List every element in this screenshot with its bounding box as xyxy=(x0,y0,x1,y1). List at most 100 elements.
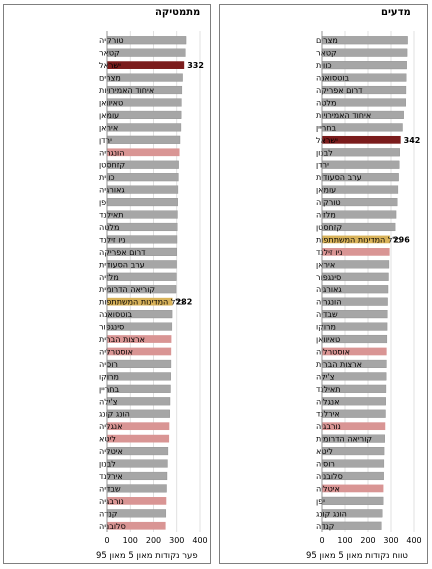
science-category-label: ערב הסעודית xyxy=(316,173,362,182)
science-category-label: ארצות הברית xyxy=(316,360,362,369)
math-x-tick-label: 0 xyxy=(104,536,109,545)
math-category-label: ליטא xyxy=(99,435,116,444)
math-category-label: איחוד האמירויות xyxy=(99,86,154,95)
science-panel-frame xyxy=(219,4,428,564)
science-category-label: בוטסואנה xyxy=(316,74,350,83)
math-category-label: קנדה xyxy=(99,509,118,518)
math-x-axis-label: פער נקודות מאון 5 מאון 95 xyxy=(96,551,198,561)
math-category-label: ערב הסעודית xyxy=(99,260,145,269)
math-bar xyxy=(107,297,173,306)
science-category-label: דרום אפריקה xyxy=(316,86,363,95)
science-category-label: מלטה xyxy=(316,98,336,107)
science-category-label: אוסטרליה xyxy=(316,347,350,356)
math-bar xyxy=(107,422,170,431)
science-category-label: מלזיה xyxy=(316,211,336,220)
math-panel-title: מתמטיקה xyxy=(155,7,201,18)
science-bar xyxy=(322,484,384,493)
math-category-label: מלטה xyxy=(99,223,119,232)
science-category-label: תאילנד xyxy=(316,385,341,394)
math-bar xyxy=(107,148,180,157)
math-x-tick-label: 200 xyxy=(146,536,161,545)
math-category-label: מרוקו xyxy=(99,372,119,381)
math-category-label: צ'ילה xyxy=(99,397,118,406)
science-category-label: יפן xyxy=(316,497,325,506)
science-category-label: בחריין xyxy=(316,123,337,132)
math-category-label: ניו זילנד xyxy=(99,235,125,244)
math-category-label: כלל המדינות המשתתפות xyxy=(99,298,184,307)
science-bar xyxy=(322,347,387,356)
math-x-tick-label: 100 xyxy=(123,536,138,545)
math-bar xyxy=(107,497,167,505)
math-data-label: 282 xyxy=(176,298,193,307)
science-category-label: קוריאה הדרומית xyxy=(316,435,372,444)
math-category-label: טאיוואן xyxy=(99,98,123,107)
math-bar xyxy=(106,459,168,468)
science-category-label: צ'ילה xyxy=(316,372,335,381)
science-category-label: טורקיה xyxy=(316,198,341,207)
science-bar xyxy=(321,160,400,169)
science-category-label: ניו זילנד xyxy=(316,248,342,257)
science-bar xyxy=(322,235,391,244)
science-bar xyxy=(322,422,386,431)
science-category-label: איטליה xyxy=(316,484,340,493)
science-category-label: קטאר xyxy=(316,49,337,58)
science-x-tick-label: 100 xyxy=(337,536,352,545)
math-bar xyxy=(106,173,179,182)
math-category-label: אוסטרליה xyxy=(99,347,133,356)
science-x-tick-label: 400 xyxy=(406,536,421,545)
math-bar xyxy=(106,198,178,207)
math-bar xyxy=(107,335,172,343)
math-category-label: מלזיה xyxy=(99,273,119,282)
math-bar xyxy=(107,434,170,443)
science-category-label: סלובניה xyxy=(316,472,343,481)
math-category-label: איטליה xyxy=(99,447,123,456)
math-category-label: ישראל xyxy=(99,61,121,70)
math-category-label: ירדן xyxy=(99,136,112,145)
science-category-label: איחוד האמירויות xyxy=(316,111,371,120)
science-category-label: אנגליה xyxy=(316,397,339,406)
science-category-label: כווית xyxy=(316,61,332,70)
math-category-label: איראן xyxy=(99,123,118,132)
science-x-tick-label: 300 xyxy=(383,536,398,545)
math-category-label: תאילנד xyxy=(99,211,124,220)
science-category-label: כלל המדינות המשתתפות xyxy=(316,235,401,244)
math-data-label: 332 xyxy=(187,61,204,70)
science-x-tick-label: 200 xyxy=(360,536,375,545)
math-category-label: מצרים xyxy=(99,74,121,83)
math-category-label: קטאר xyxy=(99,49,120,58)
math-bar xyxy=(107,347,172,356)
math-category-label: דרום אפריקה xyxy=(99,248,146,257)
math-category-label: קזחסטן xyxy=(99,161,126,170)
science-data-label: 296 xyxy=(393,235,410,244)
math-category-label: בוטסואנה xyxy=(99,310,133,319)
math-category-label: הונגריה xyxy=(99,148,124,157)
science-category-label: קנדה xyxy=(316,522,335,531)
science-category-label: אירלנד xyxy=(316,410,340,419)
science-bar xyxy=(321,496,384,505)
science-category-label: איראן xyxy=(316,260,335,269)
math-bar xyxy=(107,521,166,530)
math-category-label: ארצות הברית xyxy=(99,335,145,344)
science-category-label: לבנון xyxy=(316,148,333,157)
science-category-label: טאיוואן xyxy=(316,335,340,344)
science-category-label: מצרים xyxy=(316,36,338,45)
math-category-label: טורקיה xyxy=(99,36,124,45)
science-x-axis-label: טווח נקודות מאון 5 מאון 95 xyxy=(306,551,408,561)
science-panel-title: מדעים xyxy=(381,7,411,18)
math-bar xyxy=(106,135,181,144)
science-data-label: 342 xyxy=(404,136,421,145)
math-category-label: רוסיה xyxy=(99,360,118,369)
math-category-label: עומאן xyxy=(99,111,119,120)
science-category-label: ישראל xyxy=(316,136,338,145)
science-bar xyxy=(322,248,390,256)
science-category-label: מרוקו xyxy=(316,323,336,332)
math-panel-frame xyxy=(3,4,211,564)
math-category-label: הונג קונג xyxy=(99,410,130,419)
math-x-tick-label: 400 xyxy=(192,536,207,545)
science-category-label: הונגריה xyxy=(316,298,341,307)
math-category-label: יפן xyxy=(99,198,108,207)
math-category-label: נורבגיה xyxy=(99,497,124,506)
math-bar xyxy=(107,61,185,69)
science-category-label: שבדיה xyxy=(316,310,338,319)
science-category-label: ירדן xyxy=(316,161,329,170)
